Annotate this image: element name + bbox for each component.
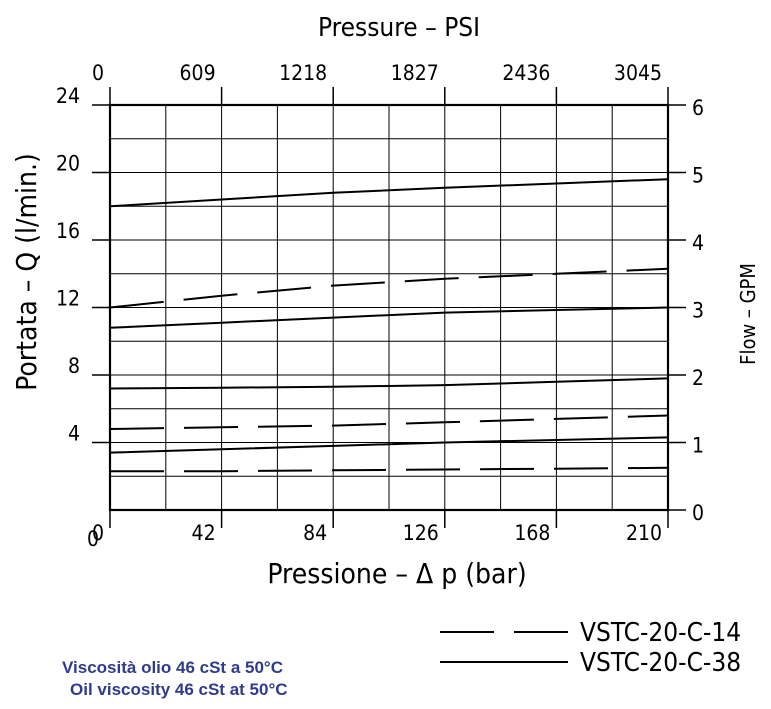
plot-frame (92, 87, 686, 528)
series-line-solid (109, 306, 669, 329)
legend: VSTC-20-C-14 VSTC-20-C-38 (440, 618, 741, 678)
y-left-tick-label: 16 (56, 219, 80, 243)
y-right-tick-label: 0 (692, 501, 704, 525)
series-line-dashed (110, 466, 669, 473)
x-tick-label: 210 (626, 521, 662, 545)
grid (110, 105, 668, 510)
series-line-solid (109, 436, 669, 454)
top-tick-label: 609 (180, 61, 216, 85)
y-left-tick-label: 8 (68, 354, 80, 378)
legend-label-solid: VSTC-20-C-38 (580, 648, 741, 678)
viscosity-note-it: Viscosità olio 46 cSt a 50°C (62, 658, 283, 677)
y-axis-title-left: Portata – Q (l/min.) (10, 153, 43, 391)
y-right-tick-label: 2 (692, 366, 704, 390)
series-line-solid (109, 178, 669, 208)
top-tick-label: 2436 (502, 61, 550, 85)
y-left-tick-label: 20 (56, 152, 80, 176)
top-tick-label: 1827 (391, 61, 439, 85)
x-tick-label: 126 (403, 521, 439, 545)
x-tick-label: 42 (192, 521, 216, 545)
y-left-tick-label: 12 (56, 287, 80, 311)
y-left-tick-label: 24 (56, 84, 80, 108)
top-tick-label: 1218 (279, 61, 327, 85)
top-tick-label: 0 (92, 61, 104, 85)
series-line-solid (109, 377, 669, 390)
y-left-tick-label: 4 (68, 422, 80, 446)
y-axis-title-right: Flow – GPM (736, 263, 760, 365)
origin-label: 0 (87, 527, 99, 551)
legend-label-dashed: VSTC-20-C-14 (580, 618, 741, 648)
x-tick-label: 168 (514, 521, 550, 545)
top-tick-label: 3045 (614, 61, 662, 85)
series-lines (109, 178, 669, 473)
series-line-dashed (109, 414, 669, 430)
x-tick-label: 84 (303, 521, 327, 545)
x-axis-title: Pressione – Δ p (bar) (267, 557, 526, 590)
y-right-tick-label: 4 (692, 231, 704, 255)
top-axis-title: Pressure – PSI (318, 13, 480, 43)
x-tick-label: 0 (92, 521, 104, 545)
y-right-tick-label: 1 (692, 434, 704, 458)
y-right-tick-label: 6 (692, 96, 704, 120)
viscosity-note-en: Oil viscosity 46 cSt at 50°C (70, 680, 288, 699)
series-line-dashed (109, 267, 669, 309)
y-right-tick-label: 5 (692, 164, 704, 188)
y-right-tick-label: 3 (692, 299, 704, 323)
